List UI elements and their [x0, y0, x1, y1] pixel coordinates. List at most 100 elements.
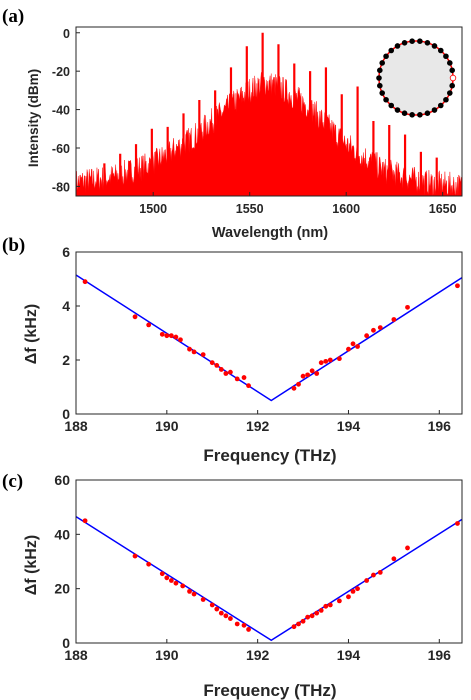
ring-dot [449, 82, 455, 89]
panel-c-data-point [455, 521, 460, 526]
panel-c-data-point [234, 621, 240, 627]
panel-c-data-point [223, 613, 229, 619]
panel-b-ytick-label: 6 [62, 244, 70, 260]
panel-b-xtick-label: 194 [337, 418, 361, 434]
panel-a: (a) 1500 1550 1600 1650 0 -20 -40 -60 -80 Wavele… [2, 6, 463, 241]
panel-b-data-point [336, 356, 342, 362]
panel-c-data-point [214, 606, 220, 612]
ring-dot [377, 82, 383, 89]
panel-c-data-point [200, 597, 206, 602]
panel-a-ytick-label: 0 [63, 27, 70, 41]
panel-c-data-point [309, 613, 315, 619]
ring-dot [379, 90, 386, 96]
panel-b-ytick-label: 4 [62, 298, 70, 314]
panel-c-ylabel: Δf (kHz) [23, 535, 40, 595]
panel-b-xlabel: Frequency (THz) [203, 446, 336, 465]
panel-b-data-point [164, 333, 170, 339]
panel-c-data-point [168, 578, 174, 583]
panel-c-data-point [327, 602, 333, 608]
panel-c-plot-area [75, 516, 463, 642]
panel-b-axes: 188 190 192 194 196 0 2 4 6 [62, 244, 463, 434]
ring-dot [447, 60, 453, 66]
ring-dot [383, 96, 389, 103]
ring-dot [379, 60, 386, 66]
panel-b-data-point [371, 327, 376, 333]
panel-b-data-point [228, 369, 233, 375]
panel-b-data-point [178, 337, 183, 343]
panel-c-ytick-label: 60 [54, 472, 70, 488]
panel-a-ylabel: Intensity (dBm) [26, 69, 41, 167]
panel-b-data-point [187, 346, 192, 352]
panel-c-data-point [173, 580, 179, 586]
panel-c-data-point [314, 610, 320, 616]
panel-c-data-point [164, 575, 170, 581]
panel-b-data-point [246, 383, 251, 389]
ring-dot [417, 112, 423, 118]
panel-c-ytick-label: 0 [62, 635, 70, 651]
panel-c-xlabel: Frequency (THz) [203, 681, 336, 700]
ring-dot [437, 102, 444, 109]
panel-b-plot-area [75, 274, 463, 402]
ring-dot [431, 107, 438, 113]
panel-c-data-point [228, 616, 233, 621]
panel-c-data-point [371, 572, 376, 578]
panel-b-data-point [327, 357, 333, 363]
panel-b-data-point [305, 372, 310, 378]
panel-a-label: (a) [2, 6, 24, 27]
panel-b-data-point [391, 317, 397, 322]
panel-c-ytick-label: 20 [54, 581, 70, 597]
panel-b-ylabel: Δf (kHz) [23, 304, 40, 364]
panel-c-data-point [191, 591, 197, 597]
panel-b-ytick-label: 0 [62, 406, 70, 422]
panel-c-data-point [318, 608, 324, 613]
panel-b-data-point [82, 279, 88, 285]
panel-b-data-point [132, 314, 138, 320]
ring-dot [437, 47, 444, 54]
panel-a-ytick-label: -40 [52, 104, 70, 118]
panel-c-xtick-label: 196 [428, 647, 452, 663]
panel-b-data-point [223, 371, 229, 376]
panel-b-data-point [314, 371, 320, 376]
panel-a-xtick-label: 1550 [236, 202, 264, 216]
panel-b-fit-line [75, 274, 463, 402]
panel-b-data-point [350, 341, 356, 347]
panel-a-xtick-label: 1600 [332, 202, 360, 216]
ring-dot [388, 102, 395, 109]
panel-c-data-point [305, 614, 310, 620]
panel-b-data-point [159, 331, 165, 337]
panel-c-data-point [291, 624, 297, 630]
panel-c-data-point [405, 545, 410, 551]
panel-b-data-point [300, 373, 306, 379]
panel-b-data-point [168, 333, 174, 339]
panel-c-frame [75, 479, 463, 644]
ring-dot [449, 67, 455, 74]
ring-dot [447, 90, 453, 96]
panel-b-data-point [455, 283, 460, 289]
ring-dot [409, 112, 415, 118]
panel-a-frame [75, 26, 463, 197]
panel-b-data-point [377, 325, 383, 330]
panel-b-data-point [218, 367, 224, 372]
ring-dot [388, 47, 395, 54]
ring-dot [417, 38, 423, 44]
panel-c-data-point [82, 518, 88, 524]
panel-b-xtick-label: 192 [246, 418, 270, 434]
panel-b-data-point [173, 334, 179, 340]
panel-b-xtick-label: 196 [428, 418, 452, 434]
panel-b-data-point [355, 344, 360, 349]
ring-dot [401, 110, 408, 116]
panel-c-data-point [296, 621, 301, 627]
panel-a-ytick-label: -20 [52, 65, 70, 79]
panel-c-data-point [146, 561, 152, 567]
panel-c-data-point [241, 622, 247, 628]
panel-c-data-point [246, 627, 251, 632]
panel-c-xtick-label: 190 [155, 647, 179, 663]
panel-b-data-point [291, 385, 297, 391]
ring-dot [376, 75, 382, 81]
panel-c: (c) 188 190 192 194 196 0 20 40 60 Frequency (TH… [2, 471, 463, 700]
panel-c-data-point [391, 556, 397, 562]
ring-coupling-point [449, 74, 457, 82]
panel-b-label: (b) [2, 235, 25, 256]
panel-c-data-point [187, 588, 192, 594]
panel-a-xtick-label: 1650 [429, 202, 457, 216]
